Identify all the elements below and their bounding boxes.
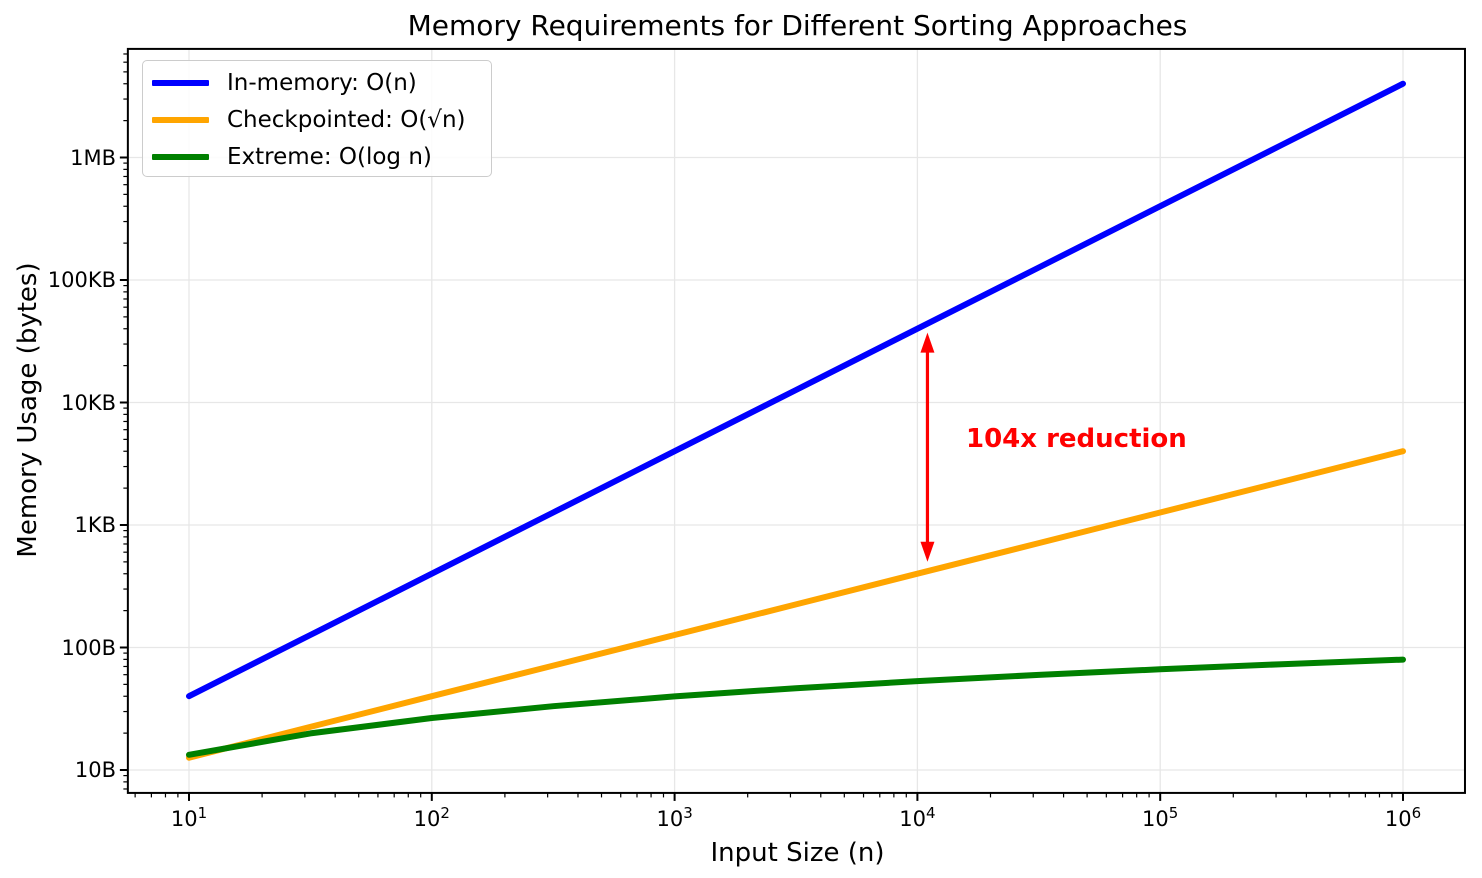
- x-tick-label: 105: [1142, 804, 1179, 831]
- y-tick-label: 100KB: [47, 268, 116, 292]
- chart-title: Memory Requirements for Different Sortin…: [407, 9, 1188, 42]
- series-line-2: [186, 656, 1406, 758]
- y-tick-label: 1MB: [70, 145, 116, 170]
- legend-item-extreme: Extreme: O(log n): [143, 138, 491, 175]
- y-tick-label: 100B: [61, 635, 117, 660]
- series-line-1: [186, 448, 1406, 761]
- y-tick-label: 1KB: [74, 513, 116, 537]
- legend-swatch-in-memory: [152, 79, 209, 86]
- annotation-arrow-head-up: [920, 332, 935, 353]
- legend: In-memory: O(n) Checkpointed: O(√n) Extr…: [142, 60, 492, 177]
- x-tick-label: 102: [413, 804, 450, 831]
- legend-label-checkpointed: Checkpointed: O(√n): [227, 106, 466, 133]
- annotation-text: 104x reduction: [966, 424, 1187, 454]
- y-tick-label: 10KB: [61, 390, 116, 415]
- x-axis-label: Input Size (n): [710, 838, 885, 868]
- y-tick-label: 10B: [74, 758, 116, 782]
- x-tick-label: 104: [899, 804, 936, 831]
- series-line-0: [186, 80, 1406, 700]
- x-tick-label: 101: [170, 804, 208, 831]
- legend-label-in-memory: In-memory: O(n): [227, 69, 417, 96]
- legend-item-checkpointed: Checkpointed: O(√n): [143, 101, 491, 138]
- x-tick-label: 106: [1384, 804, 1422, 831]
- annotation-arrow-head-down: [920, 541, 935, 562]
- legend-item-in-memory: In-memory: O(n): [143, 64, 491, 101]
- legend-swatch-extreme: [152, 153, 209, 160]
- legend-label-extreme: Extreme: O(log n): [227, 143, 432, 170]
- legend-swatch-checkpointed: [152, 116, 209, 123]
- x-tick-label: 103: [656, 804, 693, 831]
